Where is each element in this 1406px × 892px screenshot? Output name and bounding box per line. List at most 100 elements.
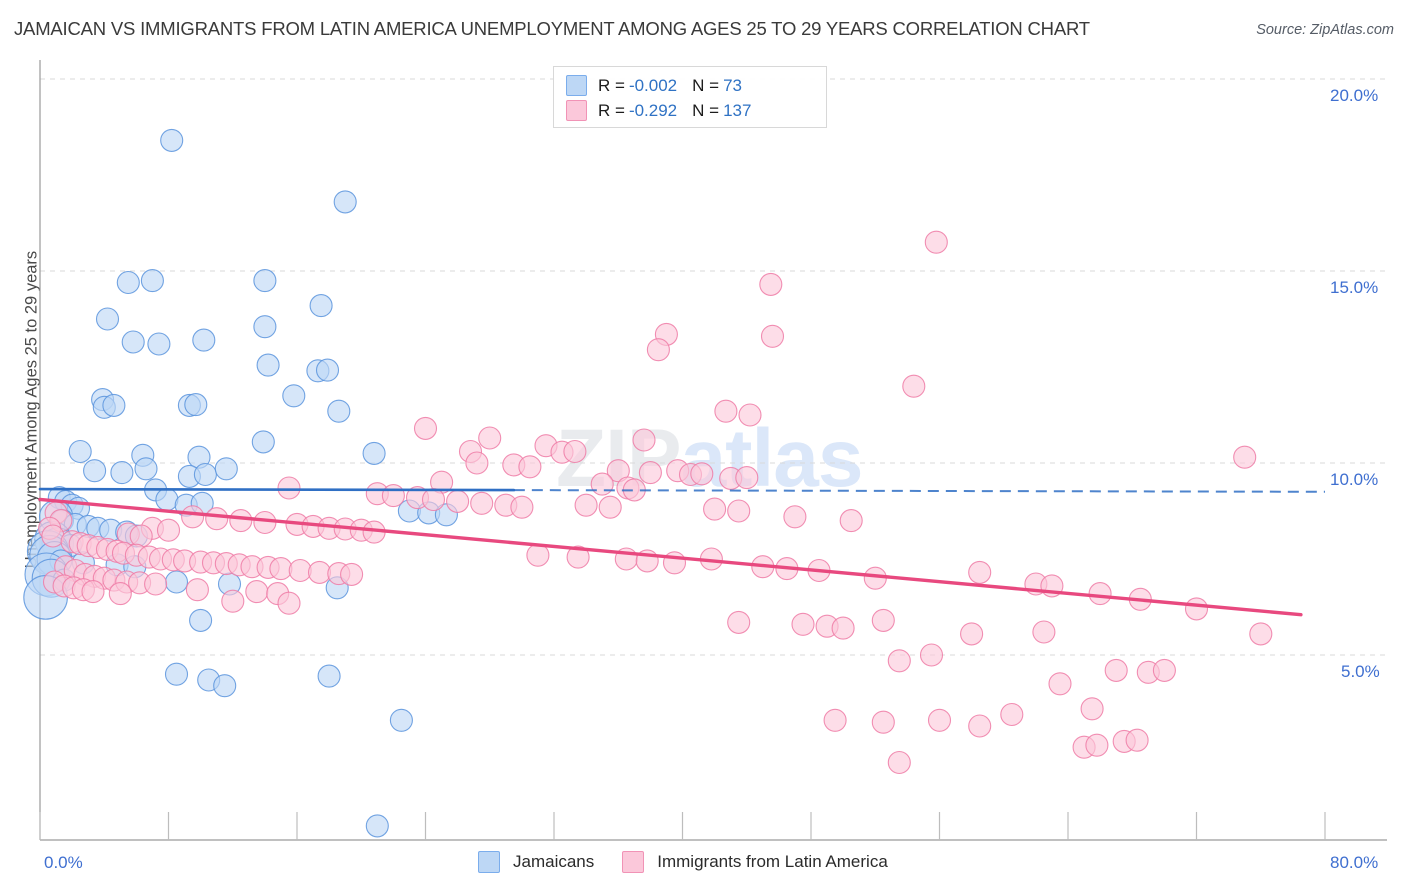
data-point — [160, 128, 184, 152]
y-tick-15: 15.0% — [1330, 278, 1379, 297]
data-point — [251, 430, 275, 454]
data-point — [1184, 597, 1209, 621]
y-tick-5: 5.0% — [1341, 662, 1380, 681]
legend-swatch-jamaicans — [478, 851, 500, 873]
data-point — [413, 416, 438, 440]
data-point — [478, 426, 502, 450]
data-point — [83, 459, 107, 483]
data-point — [327, 399, 351, 423]
data-point — [760, 324, 785, 348]
data-point — [288, 558, 312, 583]
data-point — [791, 612, 815, 636]
data-point — [362, 441, 386, 465]
stats-row-immigrants: R = -0.292 N = 137 — [566, 98, 816, 123]
data-point — [727, 610, 751, 634]
data-point — [317, 664, 341, 688]
trendline-solid-immigrants — [38, 497, 1303, 617]
data-point — [129, 524, 153, 548]
y-tick-20: 20.0% — [1330, 86, 1379, 105]
data-point — [181, 505, 205, 529]
data-point — [365, 814, 389, 838]
data-point — [421, 487, 446, 512]
data-point — [1088, 582, 1112, 606]
legend-item-immigrants[interactable]: Immigrants from Latin America — [622, 851, 888, 873]
data-point — [256, 353, 280, 377]
stats-r-label-jamaicans: R = — [598, 75, 625, 95]
data-point — [277, 591, 301, 615]
data-point — [184, 393, 208, 417]
data-point — [727, 499, 751, 523]
data-point — [193, 462, 217, 487]
source-attribution: Source: ZipAtlas.com — [1256, 22, 1394, 38]
data-point — [470, 491, 494, 515]
data-point — [140, 269, 164, 293]
data-point — [1152, 658, 1176, 682]
data-point — [1048, 672, 1072, 696]
data-point — [968, 714, 992, 738]
data-point — [887, 750, 911, 775]
series-jamaicans — [23, 128, 458, 838]
data-point — [714, 399, 738, 423]
data-point — [282, 384, 306, 408]
stats-r-label-immigrants: R = — [598, 100, 625, 120]
data-point — [269, 557, 293, 581]
data-point — [245, 580, 269, 604]
page-title: JAMAICAN VS IMMIGRANTS FROM LATIN AMERIC… — [14, 18, 1090, 39]
data-point — [465, 451, 489, 475]
data-point — [277, 476, 301, 500]
stats-n-value-jamaicans: 73 — [723, 75, 742, 95]
stats-n-label-jamaicans: N = — [692, 75, 720, 95]
data-point — [307, 560, 332, 584]
data-point — [41, 524, 65, 548]
data-point — [446, 489, 470, 513]
data-point — [598, 495, 622, 519]
data-point — [646, 338, 670, 362]
data-point — [871, 608, 895, 632]
data-point — [927, 708, 952, 732]
data-point — [960, 622, 984, 646]
data-point — [340, 562, 364, 586]
data-point — [759, 272, 783, 296]
data-point — [192, 328, 216, 352]
data-point — [638, 461, 662, 485]
data-point — [1104, 658, 1128, 682]
data-point — [134, 457, 158, 481]
data-point — [1125, 728, 1149, 752]
data-point — [164, 570, 189, 594]
stats-swatch-jamaicans — [566, 75, 587, 96]
data-point — [518, 455, 542, 479]
data-point — [121, 330, 145, 354]
legend-item-jamaicans[interactable]: Jamaicans — [478, 851, 594, 873]
data-point — [253, 315, 277, 339]
data-point — [566, 545, 590, 569]
data-point — [221, 589, 245, 613]
data-point — [738, 403, 762, 427]
data-point — [333, 190, 357, 214]
data-point — [205, 507, 229, 531]
data-point — [590, 472, 614, 496]
data-point — [229, 509, 253, 533]
data-point — [253, 510, 277, 535]
series-legend: Jamaicans Immigrants from Latin America — [478, 851, 916, 873]
stats-n-label-immigrants: N = — [692, 100, 720, 120]
data-point — [839, 509, 863, 533]
data-point — [102, 393, 126, 417]
data-point — [164, 662, 189, 686]
data-point — [735, 466, 759, 490]
data-point — [1233, 445, 1257, 469]
data-point — [871, 710, 895, 734]
data-point — [563, 439, 587, 464]
data-point — [902, 374, 926, 398]
x-tick-max: 80.0% — [1330, 853, 1379, 872]
data-point — [924, 230, 948, 254]
data-point — [189, 608, 213, 632]
x-tick-min: 0.0% — [44, 853, 83, 872]
legend-label-jamaicans: Jamaicans — [513, 852, 595, 871]
data-point — [1080, 697, 1104, 721]
data-point — [1032, 620, 1056, 644]
stats-swatch-immigrants — [566, 100, 587, 121]
legend-swatch-immigrants — [622, 851, 645, 873]
stats-r-value-immigrants: -0.292 — [628, 100, 678, 120]
data-point — [81, 580, 105, 604]
